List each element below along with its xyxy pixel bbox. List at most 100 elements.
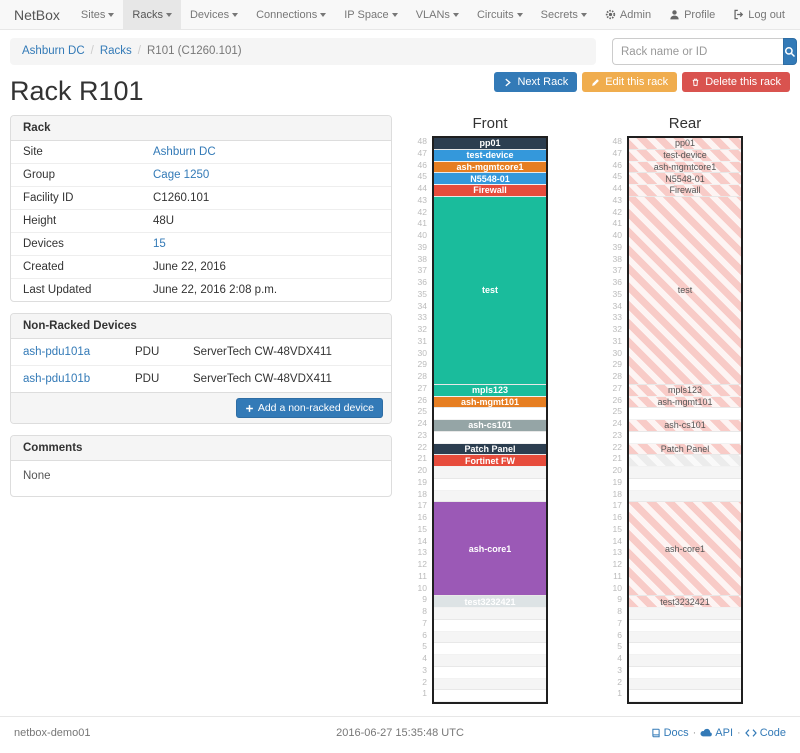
rack-device[interactable]: pp01 <box>434 138 546 149</box>
unit-number: 44 <box>612 183 622 193</box>
unit-number: 10 <box>417 582 427 593</box>
device-name-link[interactable]: ash-pdu101b <box>23 373 91 385</box>
front-unit-numbers: 48 47 46 45 44 43 42 41 40 39 38 37 36 35 34 33 32 31 30 29… <box>410 136 432 704</box>
rack-device[interactable]: N5548-01 <box>434 173 546 184</box>
rack-device[interactable]: ash-mgmt101 <box>629 396 741 408</box>
code-link[interactable]: Code <box>744 727 786 739</box>
code-icon <box>744 729 757 737</box>
nav-logout[interactable]: Log out <box>724 0 794 29</box>
navbar-right: Admin Profile Log out <box>596 0 800 29</box>
rack-device[interactable]: test <box>434 196 546 384</box>
unit-number: 41 <box>417 218 427 229</box>
unit-number: 28 <box>417 371 427 381</box>
rack-device[interactable]: Patch Panel <box>434 443 546 455</box>
unit-number: 6 <box>422 629 427 640</box>
attribute-label: Facility ID <box>23 192 74 204</box>
attribute-value-link[interactable]: Cage 1250 <box>153 169 210 181</box>
search-button[interactable] <box>783 38 797 65</box>
unit-number: 21 <box>612 453 622 464</box>
nav-profile[interactable]: Profile <box>660 0 724 29</box>
rack-device[interactable]: ash-mgmtcore1 <box>434 161 546 173</box>
delete-rack-button[interactable]: Delete this rack <box>682 72 790 92</box>
unit-number: 14 <box>417 535 427 546</box>
rack-device[interactable]: test3232421 <box>629 596 741 607</box>
attribute-value: June 22, 2016 <box>153 261 226 273</box>
rack-device[interactable]: ash-mgmt101 <box>434 396 546 408</box>
unit-number: 22 <box>612 441 622 452</box>
rack-attributes-table: Site Ashburn DC Group Cage 1250 Facility ID C… <box>11 141 391 301</box>
rack-unit-slot <box>434 467 546 479</box>
nav-item-connections[interactable]: Connections <box>247 0 335 29</box>
breadcrumb-link[interactable]: Racks <box>99 45 132 57</box>
rack-device[interactable]: Firewall <box>629 185 741 196</box>
rack-device[interactable]: mpls123 <box>629 384 741 396</box>
rear-elevation-title: Rear <box>668 115 702 132</box>
nav-item-devices[interactable]: Devices <box>181 0 247 29</box>
rack-device[interactable]: ash-cs101 <box>629 420 741 431</box>
rack-device[interactable]: ash-core1 <box>629 502 741 596</box>
unit-number: 38 <box>417 253 427 264</box>
nav-item-vlans[interactable]: VLANs <box>407 0 468 29</box>
rack-device[interactable]: ash-mgmtcore1 <box>629 161 741 173</box>
nav-item-circuits[interactable]: Circuits <box>468 0 532 29</box>
rack-device[interactable]: pp01 <box>629 138 741 149</box>
docs-link[interactable]: Docs <box>651 727 689 739</box>
next-rack-button[interactable]: Next Rack <box>494 72 578 92</box>
rack-attribute-row: Last Updated June 22, 2016 2:08 p.m. <box>11 278 391 301</box>
device-type: PDU <box>135 346 160 358</box>
unit-number: 35 <box>417 288 427 299</box>
footer-timestamp: 2016-06-27 15:35:48 UTC <box>336 727 464 739</box>
rack-device[interactable]: Patch Panel <box>629 443 741 455</box>
nav-item-ip-space[interactable]: IP Space <box>335 0 406 29</box>
breadcrumb-link[interactable]: Ashburn DC <box>22 45 85 57</box>
chevron-down-icon <box>165 13 172 18</box>
rack-device[interactable]: mpls123 <box>434 384 546 396</box>
attribute-value-link[interactable]: 15 <box>153 238 166 250</box>
rack-search-form <box>612 38 797 65</box>
unit-number: 15 <box>417 523 427 534</box>
rack-device[interactable]: N5548-01 <box>629 173 741 184</box>
rack-device[interactable]: test-device <box>434 149 546 161</box>
api-link[interactable]: API <box>700 727 733 739</box>
rack-device[interactable]: ash-core1 <box>434 502 546 596</box>
non-racked-device-row: ash-pdu101b PDU ServerTech CW-48VDX411 <box>11 365 391 392</box>
rack-device[interactable]: test <box>629 196 741 384</box>
rack-device[interactable]: test-device <box>629 149 741 161</box>
rack-device[interactable]: ash-cs101 <box>434 420 546 431</box>
rack-unit-slot <box>629 431 741 444</box>
add-non-racked-device-button[interactable]: Add a non-racked device <box>235 398 383 418</box>
device-name-link[interactable]: ash-pdu101a <box>23 346 91 358</box>
breadcrumb: Ashburn DC / Racks / R101 (C1260.101) <box>10 38 596 65</box>
nav-item-secrets[interactable]: Secrets <box>532 0 596 29</box>
unit-number: 7 <box>422 617 427 628</box>
footer-hostname: netbox-demo01 <box>14 727 91 739</box>
device-model: ServerTech CW-48VDX411 <box>193 373 332 385</box>
rack-search-input[interactable] <box>612 38 783 65</box>
footer: netbox-demo01 2016-06-27 15:35:48 UTC Do… <box>0 716 800 749</box>
nav-item-racks[interactable]: Racks <box>123 0 181 29</box>
unit-number: 43 <box>417 194 427 205</box>
rack-device[interactable]: Fortinet FW <box>434 455 546 466</box>
rack-panel: Rack Site Ashburn DC Group Cage 1250 Facilit… <box>10 115 392 302</box>
unit-number: 8 <box>617 606 622 616</box>
attribute-label: Group <box>23 169 55 181</box>
action-buttons: Next Rack Edit this rack Delete this rac… <box>494 72 790 92</box>
cloud-icon <box>700 728 713 737</box>
brand[interactable]: NetBox <box>14 7 60 23</box>
unit-number: 42 <box>612 206 622 217</box>
rack-device[interactable]: Firewall <box>434 185 546 196</box>
front-elevation-title: Front <box>472 115 508 132</box>
unit-number: 30 <box>417 347 427 358</box>
chevron-right-icon <box>505 78 512 86</box>
nav-admin[interactable]: Admin <box>596 0 660 29</box>
rack-device[interactable]: test3232421 <box>434 596 546 607</box>
rack-device[interactable] <box>629 455 741 466</box>
unit-number: 35 <box>612 288 622 299</box>
attribute-value-link[interactable]: Ashburn DC <box>153 146 216 158</box>
unit-number: 18 <box>612 488 622 499</box>
chevron-down-icon <box>108 13 115 18</box>
attribute-value: C1260.101 <box>153 192 210 204</box>
edit-rack-button[interactable]: Edit this rack <box>582 72 678 92</box>
nav-item-sites[interactable]: Sites <box>72 0 123 29</box>
unit-number: 11 <box>613 570 622 581</box>
